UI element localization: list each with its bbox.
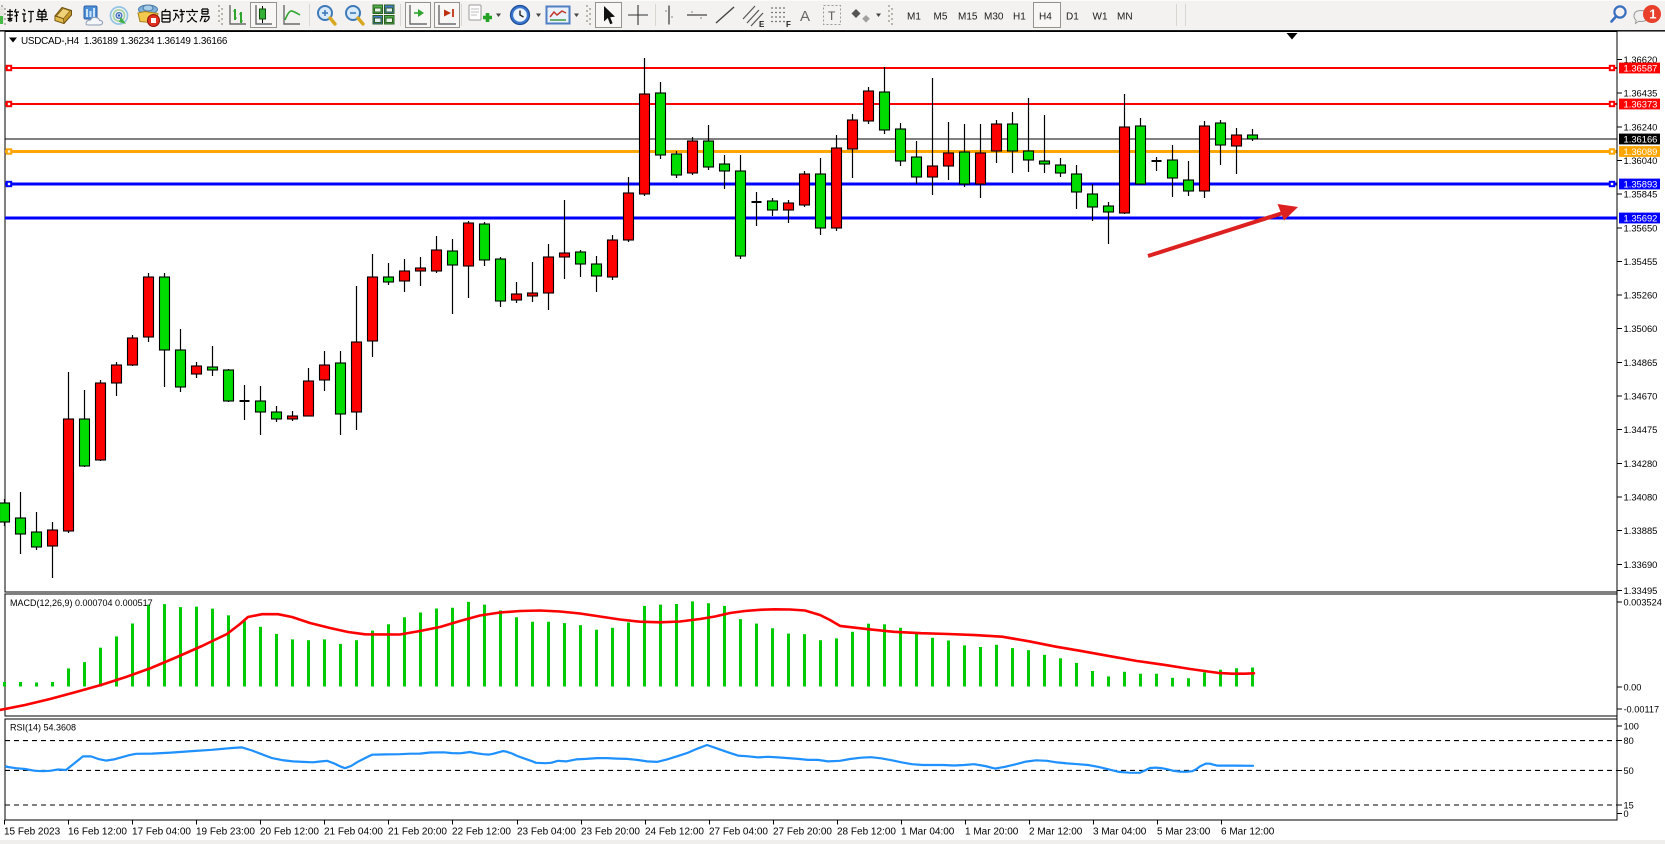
- svg-text:27 Feb 20:00: 27 Feb 20:00: [773, 827, 832, 838]
- svg-text:A: A: [800, 8, 810, 25]
- svg-text:23 Feb 20:00: 23 Feb 20:00: [581, 827, 640, 838]
- svg-text:17 Feb 04:00: 17 Feb 04:00: [132, 827, 191, 838]
- svg-text:1.35692: 1.35692: [1624, 213, 1658, 224]
- svg-text:1.36040: 1.36040: [1624, 155, 1658, 166]
- svg-text:1.35060: 1.35060: [1624, 323, 1658, 334]
- svg-text:1.34865: 1.34865: [1624, 357, 1658, 368]
- svg-text:MN: MN: [1117, 12, 1133, 23]
- svg-text:1 Mar 04:00: 1 Mar 04:00: [901, 827, 955, 838]
- svg-text:50: 50: [1624, 766, 1634, 776]
- svg-text:-0.00117: -0.00117: [1624, 705, 1660, 715]
- svg-text:2 Mar 12:00: 2 Mar 12:00: [1029, 827, 1083, 838]
- svg-text:H1: H1: [1013, 12, 1026, 23]
- svg-text:M1: M1: [907, 12, 921, 23]
- svg-text:27 Feb 04:00: 27 Feb 04:00: [709, 827, 768, 838]
- svg-text:5 Mar 23:00: 5 Mar 23:00: [1157, 827, 1211, 838]
- svg-text:21 Feb 04:00: 21 Feb 04:00: [324, 827, 383, 838]
- svg-text:0: 0: [1624, 809, 1629, 819]
- svg-text:W1: W1: [1093, 12, 1108, 23]
- svg-text:1.36373: 1.36373: [1624, 99, 1658, 110]
- svg-text:28 Feb 12:00: 28 Feb 12:00: [837, 827, 896, 838]
- svg-text:1.36435: 1.36435: [1624, 88, 1658, 99]
- svg-text:1.35650: 1.35650: [1624, 222, 1658, 233]
- svg-text:1.34670: 1.34670: [1624, 391, 1658, 402]
- svg-text:1.34475: 1.34475: [1624, 424, 1658, 435]
- svg-text:15 Feb 2023: 15 Feb 2023: [4, 827, 61, 838]
- svg-text:16 Feb 12:00: 16 Feb 12:00: [68, 827, 127, 838]
- svg-text:F: F: [786, 20, 791, 29]
- svg-text:1: 1: [1649, 7, 1656, 22]
- svg-text:23 Feb 04:00: 23 Feb 04:00: [517, 827, 576, 838]
- svg-text:1.35845: 1.35845: [1624, 189, 1658, 200]
- svg-text:1.36240: 1.36240: [1624, 121, 1658, 132]
- svg-text:1.33690: 1.33690: [1624, 559, 1658, 570]
- svg-text:6 Mar 12:00: 6 Mar 12:00: [1221, 827, 1275, 838]
- svg-text:0.00: 0.00: [1624, 683, 1642, 693]
- svg-text:21 Feb 20:00: 21 Feb 20:00: [388, 827, 447, 838]
- svg-text:100: 100: [1624, 722, 1639, 732]
- svg-text:MACD(12,26,9) 0.000704 0.00051: MACD(12,26,9) 0.000704 0.000517: [10, 598, 153, 608]
- svg-text:1.36587: 1.36587: [1624, 63, 1658, 74]
- svg-text:1.33885: 1.33885: [1624, 525, 1658, 536]
- svg-text:USDCAD-,H4 1.36189 1.36234 1.: USDCAD-,H4 1.36189 1.36234 1.36149 1.361…: [21, 36, 228, 47]
- svg-text:19 Feb 23:00: 19 Feb 23:00: [196, 827, 255, 838]
- svg-text:22 Feb 12:00: 22 Feb 12:00: [452, 827, 511, 838]
- svg-text:1.35260: 1.35260: [1624, 290, 1658, 301]
- svg-text:D1: D1: [1066, 12, 1079, 23]
- svg-text:1.34080: 1.34080: [1624, 492, 1658, 503]
- svg-text:RSI(14) 54.3608: RSI(14) 54.3608: [10, 723, 76, 733]
- svg-text:H4: H4: [1039, 12, 1052, 23]
- svg-text:1.34280: 1.34280: [1624, 458, 1658, 469]
- svg-text:1.33495: 1.33495: [1624, 585, 1658, 596]
- svg-text:3 Mar 04:00: 3 Mar 04:00: [1093, 827, 1147, 838]
- svg-text:20 Feb 12:00: 20 Feb 12:00: [260, 827, 319, 838]
- svg-text:E: E: [759, 20, 765, 29]
- svg-text:1.36620: 1.36620: [1624, 54, 1658, 65]
- svg-text:1 Mar 20:00: 1 Mar 20:00: [965, 827, 1019, 838]
- svg-text:1.36089: 1.36089: [1624, 146, 1658, 157]
- svg-text:M30: M30: [984, 12, 1004, 23]
- svg-text:1.35893: 1.35893: [1624, 179, 1658, 190]
- svg-text:M5: M5: [934, 12, 948, 23]
- svg-text:80: 80: [1624, 736, 1634, 746]
- svg-text:0.003524: 0.003524: [1624, 598, 1662, 608]
- svg-text:24 Feb 12:00: 24 Feb 12:00: [645, 827, 704, 838]
- svg-text:M15: M15: [958, 12, 978, 23]
- svg-text:T: T: [828, 9, 836, 23]
- svg-text:1.35455: 1.35455: [1624, 256, 1658, 267]
- svg-text:1.36166: 1.36166: [1624, 134, 1658, 145]
- svg-text:15: 15: [1624, 801, 1634, 811]
